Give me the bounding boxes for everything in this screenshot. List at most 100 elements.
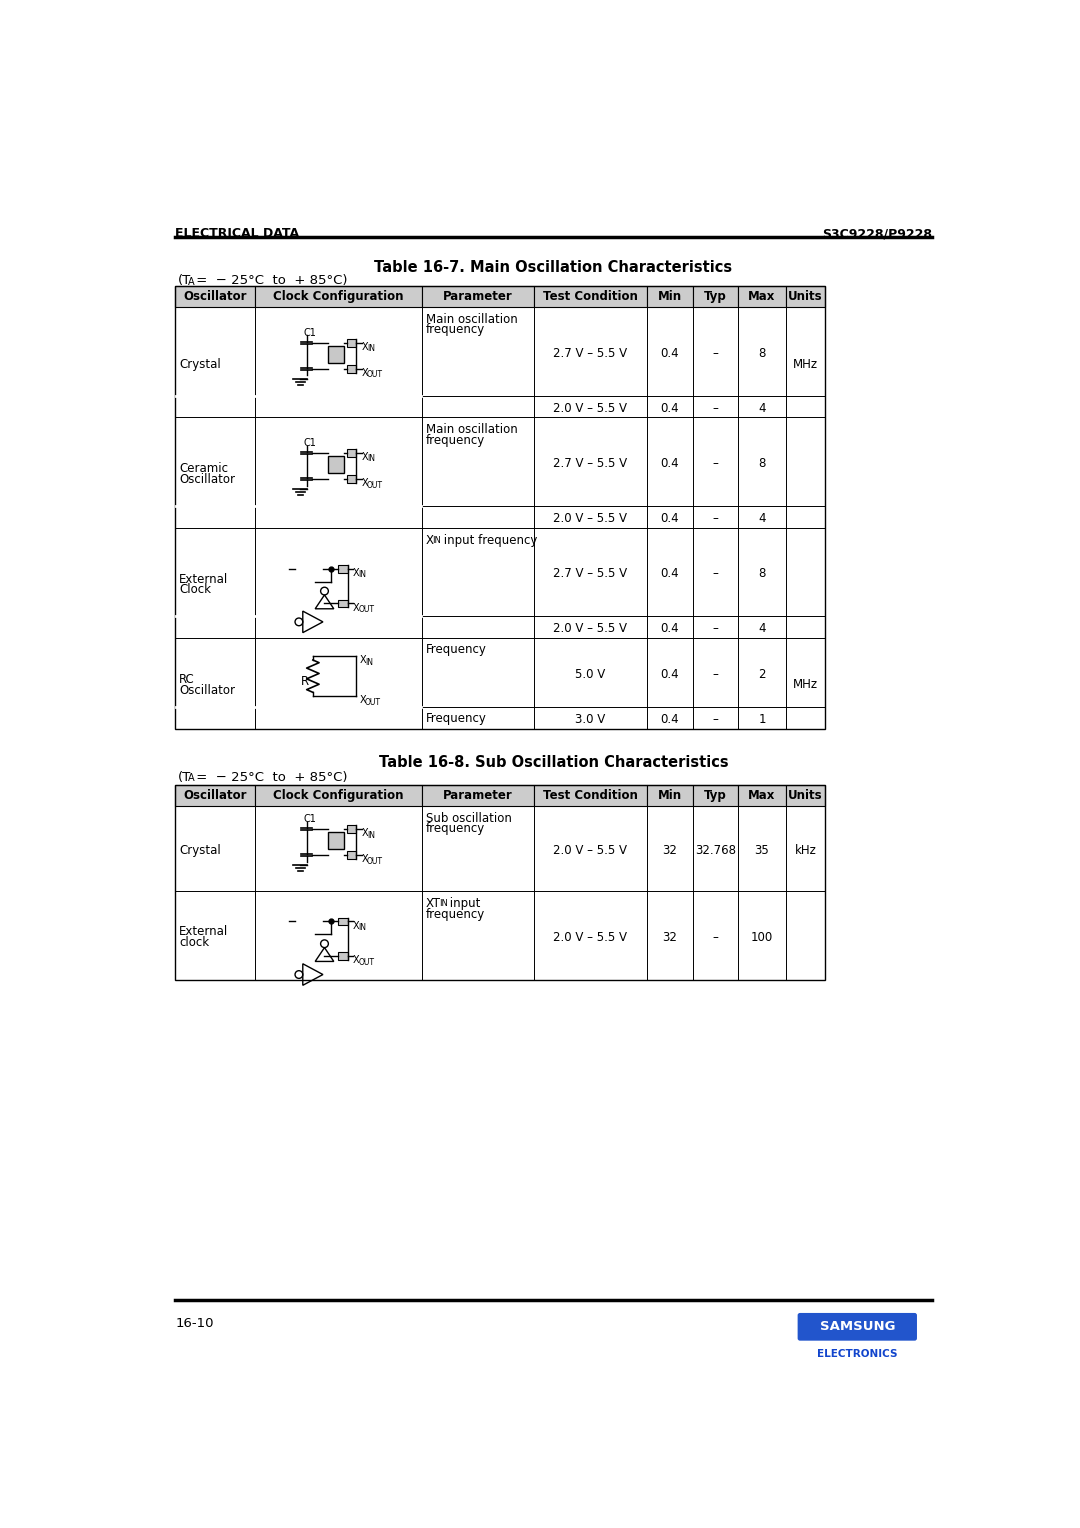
Text: IN: IN [365, 657, 373, 666]
Text: A: A [188, 773, 194, 784]
Text: OUT: OUT [365, 698, 381, 707]
Text: 2: 2 [758, 668, 766, 680]
Text: IN: IN [433, 536, 442, 545]
Bar [328, 457, 343, 474]
Text: MHz: MHz [793, 358, 818, 371]
Text: Crystal: Crystal [179, 843, 221, 857]
Bar [347, 825, 356, 833]
Text: 5.0 V: 5.0 V [576, 668, 606, 680]
Text: 8: 8 [758, 567, 766, 581]
Text: X: X [362, 828, 368, 839]
Text: –: – [713, 668, 718, 680]
Text: 4: 4 [758, 402, 766, 416]
Text: 2.0 V – 5.5 V: 2.0 V – 5.5 V [553, 843, 627, 857]
Text: Max: Max [748, 790, 775, 802]
Text: frequency: frequency [426, 324, 485, 336]
Text: –: – [713, 402, 718, 416]
Bar [647, 785, 693, 807]
Text: 2.7 V – 5.5 V: 2.7 V – 5.5 V [553, 457, 627, 471]
Text: 0.4: 0.4 [661, 668, 679, 680]
Bar [347, 339, 356, 347]
Bar [647, 286, 693, 307]
Bar [338, 599, 348, 607]
Text: X: X [362, 478, 368, 489]
Text: 2.0 V – 5.5 V: 2.0 V – 5.5 V [553, 402, 627, 416]
Text: Oscillator: Oscillator [184, 290, 247, 304]
Text: 2.0 V – 5.5 V: 2.0 V – 5.5 V [553, 622, 627, 636]
Text: Table 16-8. Sub Oscillation Characteristics: Table 16-8. Sub Oscillation Characterist… [379, 755, 728, 770]
Text: 2.0 V – 5.5 V: 2.0 V – 5.5 V [553, 931, 627, 944]
Bar [175, 286, 255, 307]
Text: 0.4: 0.4 [661, 402, 679, 416]
Text: (T: (T [177, 274, 191, 287]
Text: X: X [362, 342, 368, 351]
Text: RC: RC [179, 672, 194, 686]
Text: IN: IN [367, 831, 375, 839]
Text: IN: IN [367, 344, 375, 353]
Text: X: X [353, 602, 360, 613]
Bar [535, 785, 647, 807]
Text: X: X [353, 921, 360, 931]
Text: Clock Configuration: Clock Configuration [273, 290, 404, 304]
Bar [535, 286, 647, 307]
Text: frequency: frequency [426, 908, 485, 921]
Bar [347, 851, 356, 859]
Text: Min: Min [658, 290, 681, 304]
Text: input: input [446, 897, 481, 911]
Text: IN: IN [367, 454, 375, 463]
Bar [338, 565, 348, 573]
Text: =  − 25°C  to  + 85°C): = − 25°C to + 85°C) [192, 770, 348, 784]
Text: ELECTRONICS: ELECTRONICS [818, 1349, 897, 1358]
Text: 8: 8 [758, 457, 766, 471]
Text: OUT: OUT [367, 857, 383, 866]
Text: Crystal: Crystal [179, 358, 221, 371]
Text: 4: 4 [758, 622, 766, 636]
Text: –: – [713, 714, 718, 726]
Text: Ceramic: Ceramic [179, 463, 228, 475]
Text: External: External [179, 926, 229, 938]
Text: Clock Configuration: Clock Configuration [273, 790, 404, 802]
Text: 32.768: 32.768 [694, 843, 735, 857]
Text: Main oscillation: Main oscillation [426, 423, 517, 435]
Text: kHz: kHz [795, 843, 816, 857]
Bar [255, 785, 422, 807]
Text: (T: (T [177, 770, 191, 784]
Text: C1: C1 [303, 439, 316, 448]
Text: Test Condition: Test Condition [543, 790, 638, 802]
Bar [175, 785, 255, 807]
Text: 1: 1 [758, 714, 766, 726]
Text: 2.0 V – 5.5 V: 2.0 V – 5.5 V [553, 512, 627, 526]
Bar [693, 286, 738, 307]
Text: Test Condition: Test Condition [543, 290, 638, 304]
Bar [693, 785, 738, 807]
Text: 0.4: 0.4 [661, 714, 679, 726]
Text: Typ: Typ [704, 290, 727, 304]
Text: MHz: MHz [793, 678, 818, 692]
Bar [422, 785, 535, 807]
Text: Table 16-7. Main Oscillation Characteristics: Table 16-7. Main Oscillation Characteris… [375, 260, 732, 275]
Bar [338, 917, 348, 926]
Text: 100: 100 [751, 931, 773, 944]
Text: Sub oscillation: Sub oscillation [426, 811, 512, 825]
Text: 32: 32 [662, 843, 677, 857]
Text: IN: IN [359, 923, 366, 932]
Text: Min: Min [658, 790, 681, 802]
Text: Oscillator: Oscillator [179, 685, 235, 697]
Bar [786, 286, 825, 307]
Text: 2.7 V – 5.5 V: 2.7 V – 5.5 V [553, 347, 627, 361]
Text: 35: 35 [755, 843, 769, 857]
Bar [347, 475, 356, 483]
Bar [738, 286, 786, 307]
Bar [328, 833, 343, 850]
Text: X: X [362, 854, 368, 865]
Text: –: – [713, 347, 718, 361]
Text: XT: XT [426, 897, 441, 911]
Text: X: X [362, 452, 368, 461]
Text: frequency: frequency [426, 822, 485, 836]
Text: frequency: frequency [426, 434, 485, 446]
Text: Oscillator: Oscillator [179, 474, 235, 486]
Text: IN: IN [359, 570, 366, 579]
Text: –: – [713, 457, 718, 471]
Bar [738, 785, 786, 807]
Bar [328, 347, 343, 364]
